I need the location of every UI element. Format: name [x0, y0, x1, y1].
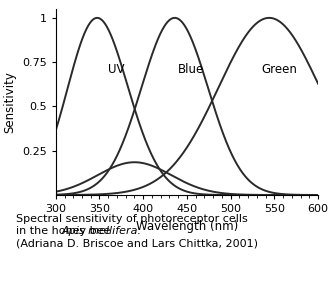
Text: Green: Green — [261, 63, 297, 76]
Text: UV: UV — [108, 63, 125, 76]
Text: Apis mellifera.: Apis mellifera. — [62, 226, 142, 236]
Y-axis label: Sensitivity: Sensitivity — [3, 71, 16, 133]
Text: (Adriana D. Briscoe and Lars Chittka, 2001): (Adriana D. Briscoe and Lars Chittka, 20… — [16, 238, 258, 248]
X-axis label: Wavelength (nm): Wavelength (nm) — [136, 220, 238, 232]
Text: Spectral sensitivity of photoreceptor cells: Spectral sensitivity of photoreceptor ce… — [16, 214, 248, 224]
Text: Blue: Blue — [178, 63, 204, 76]
Text: in the honey bee: in the honey bee — [16, 226, 114, 236]
